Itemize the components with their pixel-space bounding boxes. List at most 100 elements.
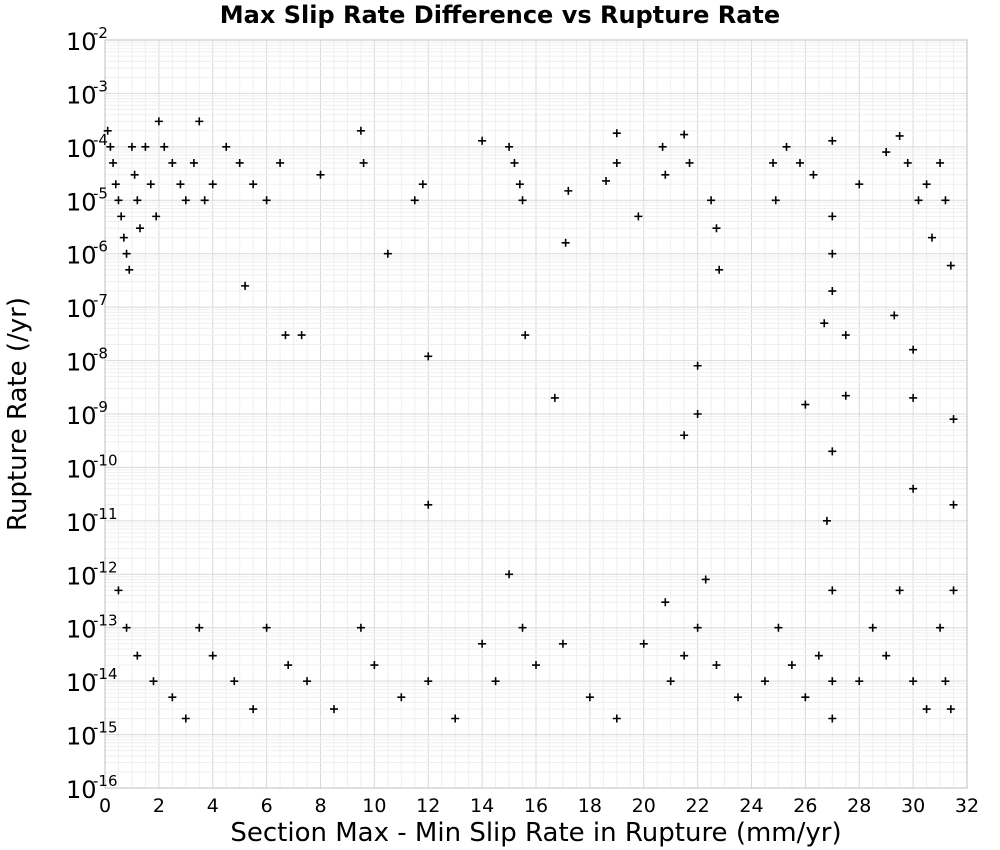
data-point — [130, 170, 139, 179]
data-point — [181, 714, 190, 723]
x-tick-label: 20 — [632, 795, 656, 817]
data-point — [262, 623, 271, 632]
data-point — [329, 705, 338, 714]
data-point — [855, 180, 864, 189]
x-tick-label: 2 — [153, 795, 165, 817]
data-point — [771, 196, 780, 205]
data-point — [383, 249, 392, 258]
data-point — [909, 393, 918, 402]
data-point — [550, 393, 559, 402]
data-point — [133, 196, 142, 205]
data-point — [946, 261, 955, 270]
data-point — [262, 196, 271, 205]
data-point — [760, 677, 769, 686]
data-point — [316, 170, 325, 179]
data-point — [712, 661, 721, 670]
data-point — [769, 158, 778, 167]
data-point — [230, 677, 239, 686]
data-point — [701, 575, 710, 584]
data-point — [909, 677, 918, 686]
data-point — [518, 623, 527, 632]
data-point — [734, 693, 743, 702]
data-point — [809, 170, 818, 179]
x-axis-label: Section Max - Min Slip Rate in Rupture (… — [230, 818, 841, 848]
data-point — [707, 196, 716, 205]
y-tick-label-base: 10 — [66, 723, 97, 751]
x-tick-label: 28 — [847, 795, 871, 817]
data-point — [168, 693, 177, 702]
data-point — [103, 126, 112, 135]
y-tick-label-exponent: -6 — [93, 238, 108, 256]
y-tick-label-base: 10 — [66, 616, 97, 644]
data-point — [680, 130, 689, 139]
data-point — [680, 431, 689, 440]
x-tick-label: 32 — [955, 795, 979, 817]
data-point — [602, 176, 611, 185]
data-point — [125, 265, 134, 274]
y-tick-label-base: 10 — [66, 28, 97, 56]
data-point — [828, 586, 837, 595]
data-point — [478, 136, 487, 145]
data-point — [109, 158, 118, 167]
data-point — [949, 500, 958, 509]
y-tick-label-base: 10 — [66, 455, 97, 483]
y-tick-label-exponent: -4 — [93, 131, 108, 149]
data-point — [200, 196, 209, 205]
data-point — [141, 142, 150, 151]
y-tick-label-base: 10 — [66, 81, 97, 109]
data-point — [168, 158, 177, 167]
data-point — [424, 677, 433, 686]
data-point — [521, 331, 530, 340]
x-tick-label: 6 — [261, 795, 273, 817]
data-point — [114, 196, 123, 205]
data-point — [841, 331, 850, 340]
data-point — [249, 180, 258, 189]
data-point — [658, 142, 667, 151]
x-tick-label: 4 — [207, 795, 219, 817]
data-point — [181, 196, 190, 205]
data-point — [478, 639, 487, 648]
data-point — [828, 447, 837, 456]
data-point — [114, 586, 123, 595]
x-tick-label: 30 — [901, 795, 925, 817]
data-point — [666, 677, 675, 686]
data-point — [661, 170, 670, 179]
y-tick-label-base: 10 — [66, 562, 97, 590]
y-tick-label-exponent: -9 — [93, 398, 108, 416]
data-point — [241, 281, 250, 290]
data-point — [122, 623, 131, 632]
data-point — [195, 117, 204, 126]
y-tick-label-exponent: -14 — [93, 665, 118, 683]
y-tick-label-base: 10 — [66, 402, 97, 430]
data-point — [119, 233, 128, 242]
data-point — [281, 331, 290, 340]
y-tick-label-base: 10 — [66, 349, 97, 377]
y-tick-label-base: 10 — [66, 135, 97, 163]
data-point — [828, 714, 837, 723]
y-tick-label-base: 10 — [66, 776, 97, 804]
data-point — [715, 265, 724, 274]
data-point — [303, 677, 312, 686]
data-point — [564, 186, 573, 195]
data-point — [828, 287, 837, 296]
data-point — [356, 126, 365, 135]
x-axis-ticks: 0 2 4 6 8 10 12 14 16 18 20 22 24 26 28 30 32 — [99, 795, 979, 817]
data-point — [693, 623, 702, 632]
data-point — [117, 212, 126, 221]
data-point — [828, 136, 837, 145]
data-point — [152, 212, 161, 221]
data-point — [154, 117, 163, 126]
y-tick-label-exponent: -5 — [93, 184, 108, 202]
data-point — [941, 677, 950, 686]
data-point — [841, 391, 850, 400]
y-tick-label-exponent: -10 — [93, 451, 118, 469]
data-point — [949, 415, 958, 424]
data-point — [801, 400, 810, 409]
data-point — [122, 249, 131, 258]
data-point — [195, 623, 204, 632]
data-point — [133, 651, 142, 660]
data-point — [208, 651, 217, 660]
data-point — [936, 158, 945, 167]
data-point — [801, 693, 810, 702]
